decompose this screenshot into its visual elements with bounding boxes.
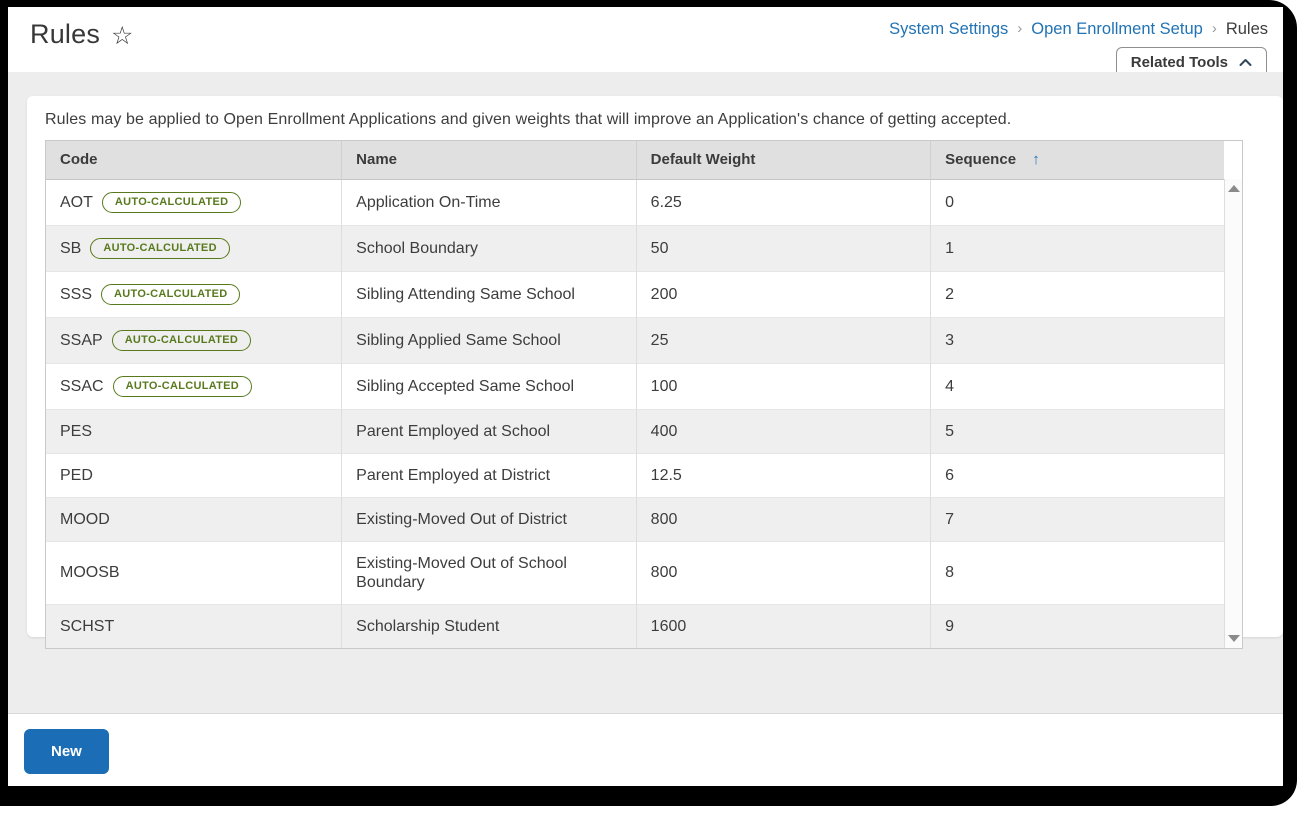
code-cell: PED xyxy=(46,452,343,497)
sequence-cell: 0 xyxy=(945,193,955,211)
weight-cell: 50 xyxy=(636,224,932,271)
name-cell: Parent Employed at School xyxy=(341,408,637,453)
table-header-row: Code Name Default Weight Sequence ↑ xyxy=(46,141,1224,180)
sequence-cell: 8 xyxy=(930,540,1224,604)
name-cell: School Boundary xyxy=(341,224,637,271)
code-text: MOOSB xyxy=(60,564,120,581)
rules-table-body: AOT AUTO-CALCULATED Application On-Time … xyxy=(46,179,1224,648)
code-text: SSS xyxy=(60,285,93,303)
table-row[interactable]: SB AUTO-CALCULATED School Boundary 50 1 xyxy=(46,224,1224,271)
column-header-sequence[interactable]: Sequence ↑ xyxy=(930,141,1224,180)
page-title: Rules xyxy=(30,19,101,49)
auto-calculated-badge: AUTO-CALCULATED xyxy=(101,191,242,213)
table-row[interactable]: MOOD Existing-Moved Out of District 800 … xyxy=(46,496,1224,541)
table-row[interactable]: PED Parent Employed at District 12.5 6 xyxy=(46,452,1224,497)
sequence-cell: 4 xyxy=(930,362,1224,409)
chevron-right-icon: › xyxy=(1017,20,1023,37)
sequence-cell: 7 xyxy=(930,496,1224,541)
table-row[interactable]: SSS AUTO-CALCULATED Sibling Attending Sa… xyxy=(46,270,1224,317)
weight-cell: 1600 xyxy=(636,603,932,648)
sequence-cell: 9 xyxy=(930,603,1224,648)
code-text: MOOD xyxy=(60,510,110,528)
weight-cell: 100 xyxy=(636,362,932,409)
code-text: AOT xyxy=(60,193,93,211)
table-row[interactable]: SSAC AUTO-CALCULATED Sibling Accepted Sa… xyxy=(46,362,1224,409)
table-row[interactable]: SCHST Scholarship Student 1600 9 xyxy=(46,603,1224,648)
column-header-default-weight[interactable]: Default Weight xyxy=(636,141,932,180)
code-text: SCHST xyxy=(60,617,115,635)
sequence-cell: 5 xyxy=(930,408,1224,453)
sequence-cell: 2 xyxy=(930,270,1224,317)
code-cell: SSAC AUTO-CALCULATED xyxy=(46,362,343,409)
code-text: PES xyxy=(60,422,93,440)
auto-calculated-badge: AUTO-CALCULATED xyxy=(112,375,253,397)
chevron-up-icon xyxy=(1239,58,1252,67)
breadcrumb-link-open-enrollment-setup[interactable]: Open Enrollment Setup xyxy=(1031,20,1203,38)
code-cell: MOOSB xyxy=(46,540,343,604)
code-cell: AOT AUTO-CALCULATED xyxy=(46,179,343,225)
code-cell: PES xyxy=(46,408,343,453)
code-text: PED xyxy=(60,466,93,484)
name-cell: Existing-Moved Out of School Boundary xyxy=(341,540,637,604)
rules-card: Rules may be applied to Open Enrollment … xyxy=(27,96,1283,649)
name-cell: Sibling Attending Same School xyxy=(341,270,637,317)
breadcrumb-current: Rules xyxy=(1225,20,1268,38)
code-cell: MOOD xyxy=(46,496,343,541)
scroll-up-arrow-icon[interactable] xyxy=(1227,185,1240,192)
breadcrumb-link-system-settings[interactable]: System Settings xyxy=(889,20,1009,38)
table-row[interactable]: AOT AUTO-CALCULATED Application On-Time … xyxy=(46,179,1224,225)
rules-page: Rules ☆ System Settings › Open Enrollmen… xyxy=(8,7,1283,786)
weight-cell: 800 xyxy=(636,540,932,604)
auto-calculated-badge: AUTO-CALCULATED xyxy=(101,283,241,305)
rules-description: Rules may be applied to Open Enrollment … xyxy=(45,111,1012,128)
weight-cell: 6.25 xyxy=(636,179,932,225)
name-cell: Sibling Accepted Same School xyxy=(341,362,637,409)
code-cell: SCHST xyxy=(46,603,343,648)
favorite-star-icon[interactable]: ☆ xyxy=(111,21,134,50)
code-cell: SSS AUTO-CALCULATED xyxy=(46,270,343,317)
code-cell: SB AUTO-CALCULATED xyxy=(46,224,343,271)
scroll-down-arrow-icon[interactable] xyxy=(1227,634,1240,642)
new-button[interactable]: New xyxy=(24,729,109,774)
auto-calculated-badge: AUTO-CALCULATED xyxy=(111,329,252,351)
auto-calculated-badge: AUTO-CALCULATED xyxy=(90,237,230,259)
weight-cell: 25 xyxy=(636,316,932,363)
name-cell: Sibling Applied Same School xyxy=(341,316,637,363)
weight-cell: 400 xyxy=(636,408,932,453)
table-row[interactable]: MOOSB Existing-Moved Out of School Bound… xyxy=(46,540,1224,604)
sequence-cell: 3 xyxy=(930,316,1224,363)
related-tools-label: Related Tools xyxy=(1130,54,1228,71)
column-header-name[interactable]: Name xyxy=(341,141,637,180)
footer-bar: New xyxy=(8,713,1283,786)
column-header-sequence-label: Sequence xyxy=(945,151,1017,169)
name-cell: Scholarship Student xyxy=(341,603,637,648)
weight-cell: 200 xyxy=(636,270,932,317)
breadcrumb: System Settings › Open Enrollment Setup … xyxy=(889,20,1268,39)
sequence-cell: 6 xyxy=(930,452,1224,497)
table-row[interactable]: PES Parent Employed at School 400 5 xyxy=(46,408,1224,453)
name-cell: Existing-Moved Out of District xyxy=(341,496,637,541)
rules-table: Code Name Default Weight Sequence ↑ AOT … xyxy=(45,140,1243,649)
title-row: Rules ☆ xyxy=(30,19,133,50)
weight-cell: 12.5 xyxy=(636,452,932,497)
name-cell: Application On-Time xyxy=(341,179,637,225)
code-cell: SSAP AUTO-CALCULATED xyxy=(46,316,343,363)
content-area: Rules may be applied to Open Enrollment … xyxy=(8,72,1283,713)
column-header-code[interactable]: Code xyxy=(46,141,343,180)
code-text: SSAP xyxy=(60,331,103,349)
code-text: SSAC xyxy=(60,377,104,395)
name-cell: Parent Employed at District xyxy=(341,452,637,497)
sort-ascending-icon: ↑ xyxy=(1032,151,1040,169)
weight-cell: 800 xyxy=(636,496,932,541)
code-text: SB xyxy=(60,239,82,257)
chevron-right-icon: › xyxy=(1211,20,1217,37)
sequence-cell: 1 xyxy=(930,224,1224,271)
table-row[interactable]: SSAP AUTO-CALCULATED Sibling Applied Sam… xyxy=(46,316,1224,363)
top-bar: Rules ☆ System Settings › Open Enrollmen… xyxy=(8,7,1283,78)
table-scrollbar[interactable] xyxy=(1224,179,1242,648)
top-right: System Settings › Open Enrollment Setup … xyxy=(889,16,1268,78)
